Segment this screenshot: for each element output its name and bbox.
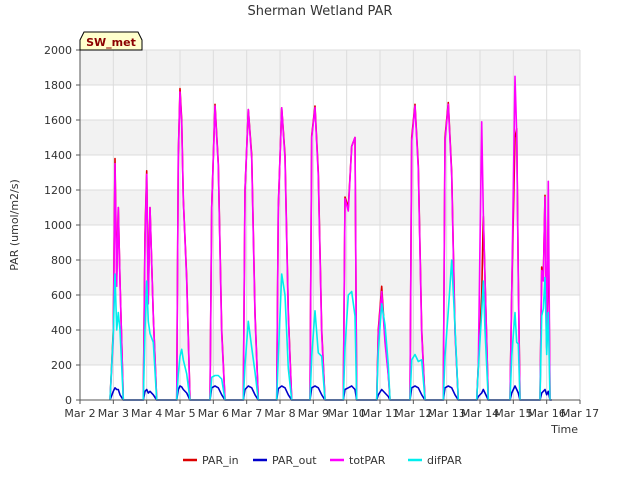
x-tick-label: Mar 2 <box>64 407 95 420</box>
y-tick-label: 200 <box>51 359 72 372</box>
plot-band <box>80 365 580 400</box>
y-tick-label: 400 <box>51 324 72 337</box>
x-tick-label: Mar 14 <box>461 407 499 420</box>
badge-box <box>79 31 143 51</box>
plot-band <box>80 85 580 120</box>
x-tick-label: Mar 8 <box>264 407 295 420</box>
x-axis-label: Time <box>550 423 578 436</box>
y-tick-label: 1600 <box>44 114 72 127</box>
plot-band <box>80 330 580 365</box>
legend-label: PAR_out <box>272 454 317 467</box>
y-tick-label: 1000 <box>44 219 72 232</box>
y-tick-label: 600 <box>51 289 72 302</box>
legend-item-totPAR: totPAR <box>330 454 386 467</box>
plot-band <box>80 295 580 330</box>
legend: PAR_in PAR_out totPAR difPAR <box>183 454 462 467</box>
y-tick-label: 1400 <box>44 149 72 162</box>
legend-item-PAR_in: PAR_in <box>183 454 239 467</box>
x-tick-label: Mar 16 <box>528 407 566 420</box>
plot-band <box>80 225 580 260</box>
x-ticks: Mar 2 Mar 3 Mar 4 Mar 5 Mar 6 Mar 7 Mar 8 Mar 9… <box>64 400 599 420</box>
y-tick-label: 2000 <box>44 44 72 57</box>
legend-label: PAR_in <box>202 454 239 467</box>
x-tick-label: Mar 4 <box>131 407 162 420</box>
x-tick-label: Mar 12 <box>394 407 432 420</box>
x-tick-label: Mar 6 <box>198 407 229 420</box>
x-tick-label: Mar 3 <box>98 407 129 420</box>
x-tick-label: Mar 9 <box>298 407 329 420</box>
badge: SW_met <box>79 31 143 51</box>
x-tick-label: Mar 11 <box>361 407 399 420</box>
chart-title: Sherman Wetland PAR <box>248 4 393 19</box>
x-tick-label: Mar 7 <box>231 407 262 420</box>
y-tick-label: 1800 <box>44 79 72 92</box>
x-tick-label: Mar 17 <box>561 407 599 420</box>
y-tick-label: 0 <box>65 394 72 407</box>
y-axis-label: PAR (umol/m2/s) <box>8 179 21 271</box>
plot-band <box>80 190 580 225</box>
legend-item-PAR_out: PAR_out <box>253 454 317 467</box>
x-tick-label: Mar 10 <box>328 407 366 420</box>
legend-label: difPAR <box>427 454 462 467</box>
legend-item-difPAR: difPAR <box>408 454 462 467</box>
plot-background <box>80 50 580 400</box>
x-tick-label: Mar 13 <box>428 407 466 420</box>
badge-label: SW_met <box>86 36 136 49</box>
plot-band <box>80 260 580 295</box>
plot-band <box>80 120 580 155</box>
plot-band <box>80 155 580 190</box>
x-tick-label: Mar 5 <box>164 407 195 420</box>
plot-band <box>80 50 580 85</box>
y-ticks: 0 200 400 600 800 1000 1200 1400 1600 1800 2000 <box>44 44 80 407</box>
x-tick-label: Mar 15 <box>494 407 532 420</box>
y-tick-label: 800 <box>51 254 72 267</box>
legend-label: totPAR <box>349 454 386 467</box>
y-tick-label: 1200 <box>44 184 72 197</box>
